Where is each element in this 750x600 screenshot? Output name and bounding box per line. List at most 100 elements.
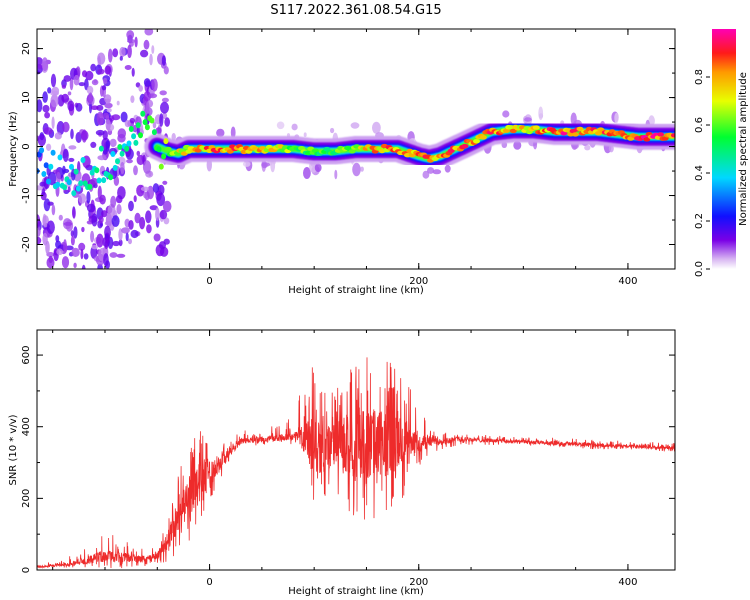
spectrogram-noise-cell <box>75 102 83 112</box>
spectrogram-ridge-cell <box>39 147 45 154</box>
spectrogram-noise-cell <box>91 213 98 227</box>
spectrogram-noise-cell <box>105 119 111 131</box>
spectrogram-noise-cell <box>90 141 97 148</box>
x-tick-label: 400 <box>618 577 637 588</box>
spectrogram-noise-cell <box>104 102 113 109</box>
spectrogram-noise-cell <box>133 165 138 176</box>
spectrogram-ridge-cell <box>69 163 74 170</box>
spectrogram-noise-cell <box>43 198 51 212</box>
spectrogram-ridge-cell <box>164 146 172 152</box>
spectrogram-ridge-cell <box>66 179 72 186</box>
spectrogram-y-label: Frequency (Hz) <box>8 111 19 187</box>
spectrogram-noise-cell <box>81 264 86 269</box>
spectrogram-noise-cell <box>56 121 65 135</box>
spectrogram-noise-cell <box>78 242 86 251</box>
spectrogram-noise-cell <box>134 36 138 48</box>
spectrogram-noise-cell <box>163 217 170 225</box>
spectrogram-ridge-cell <box>226 149 234 154</box>
spectrogram-noise-cell <box>63 239 67 253</box>
spectrogram-noise-cell <box>105 140 110 152</box>
spectrogram-noise-cell <box>37 225 41 237</box>
spectrogram-noise-cell <box>96 104 104 111</box>
spectrogram-noise-cell <box>90 178 99 185</box>
spectrogram-ridge-cell <box>156 146 162 153</box>
spectrogram-ridge-cell <box>158 163 164 170</box>
spectrogram-frame <box>36 28 676 270</box>
spectrogram-noise-cell <box>138 85 143 92</box>
spectrogram-noise-cell <box>155 127 162 135</box>
spectrogram-noise-cell <box>614 112 619 124</box>
spectrogram-ridge-cell <box>461 143 469 149</box>
spectrogram-ridge-cell <box>643 137 651 142</box>
spectrogram-ridge-cell <box>348 149 356 154</box>
spectrogram-noise-cell <box>156 192 166 207</box>
spectrogram-noise-cell <box>130 95 135 103</box>
spectrogram-noise-cell <box>104 234 109 239</box>
spectrogram-ridge-cell <box>50 149 56 156</box>
spectrogram-noise-cell <box>62 165 66 175</box>
spectrogram-noise-cell <box>127 39 136 44</box>
spectrogram-noise-cell <box>116 100 120 106</box>
spectrogram-noise-cell <box>110 195 117 208</box>
spectrogram-noise-cell <box>171 133 176 142</box>
spectrogram-noise-cell <box>538 106 544 121</box>
spectrogram-noise-cell <box>41 57 49 71</box>
spectrogram-ridge-cell <box>101 177 107 184</box>
spectrogram-noise-cell <box>73 226 78 239</box>
spectrogram-noise-cell <box>98 269 105 274</box>
spectrogram-ridge-cell <box>502 128 510 133</box>
spectrogram-noise-cell <box>51 204 56 216</box>
spectrogram-noise-cell <box>128 238 132 245</box>
spectrogram-noise-cell <box>86 191 91 204</box>
spectrogram-noise-cell <box>78 193 87 204</box>
spectrogram-ridge-cell <box>124 145 130 152</box>
spectrogram-noise-cell <box>136 150 141 156</box>
spectrogram-ridge-cell <box>194 148 202 153</box>
spectrogram-noise-cell <box>90 230 95 243</box>
spectrogram-noise-cell <box>42 104 50 113</box>
spectrogram-noise-cell <box>422 170 430 179</box>
spectrogram-noise-cell <box>105 98 111 104</box>
spectrogram-noise-cell <box>303 132 307 137</box>
spectrogram-ridge-cell <box>94 167 100 174</box>
spectrogram-noise-cell <box>314 163 322 172</box>
spectrogram-noise-cell <box>648 115 655 127</box>
spectrogram-ridge-cell <box>119 150 125 157</box>
spectrogram-noise-cell <box>68 145 77 150</box>
spectrogram-noise-cell <box>71 247 80 257</box>
spectrogram-noise-cell <box>61 93 70 103</box>
spectrogram-noise-cell <box>116 204 122 215</box>
spectrogram-noise-cell <box>97 155 107 161</box>
spectrogram-noise-cell <box>142 160 152 174</box>
x-tick-label: 200 <box>409 577 428 588</box>
spectrogram-noise-cell <box>352 162 361 177</box>
spectrogram-noise-cell <box>91 245 99 250</box>
spectrogram-noise-cell <box>151 78 158 92</box>
spectrogram-noise-cell <box>56 248 64 256</box>
colorbar-tick-label: 0.8 <box>694 69 705 85</box>
spectrogram-noise-cell <box>151 45 155 54</box>
spectrogram-noise-cell <box>96 111 104 126</box>
spectrogram-ridge-cell <box>133 139 139 146</box>
spectrogram-noise-cell <box>95 129 105 136</box>
spectrogram-noise-cell <box>149 205 158 211</box>
spectrogram-ridge-cell <box>576 126 584 132</box>
spectrogram-noise-cell <box>58 214 63 221</box>
spectrogram-noise-cell <box>140 49 149 58</box>
spectrogram-noise-cell <box>119 46 126 58</box>
spectrogram-noise-cell <box>133 15 141 27</box>
spectrogram-noise-cell <box>84 273 87 278</box>
spectrogram-noise-cell <box>61 256 70 269</box>
spectrogram-noise-cell <box>120 161 125 175</box>
spectrogram-noise-cell <box>37 134 47 147</box>
spectrogram-ridge-cell <box>149 117 155 124</box>
spectrogram-x-label: Height of straight line (km) <box>288 285 424 296</box>
spectrogram-noise-cell <box>55 240 62 249</box>
spectrogram-noise-cell <box>148 93 158 99</box>
y-tick-label: 10 <box>21 91 32 104</box>
snr-x-label: Height of straight line (km) <box>288 586 424 597</box>
spectrogram-noise-cell <box>44 112 50 119</box>
spectrogram-noise-cell <box>141 15 146 29</box>
spectrogram-noise-cell <box>104 221 112 226</box>
spectrogram-noise-cell <box>88 92 93 105</box>
